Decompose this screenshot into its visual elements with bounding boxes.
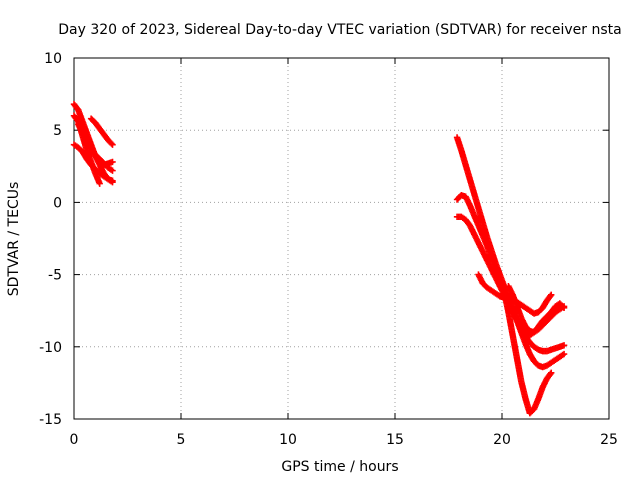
data-point xyxy=(109,167,116,174)
series-sat-c xyxy=(70,141,116,184)
data-point xyxy=(96,180,103,187)
data-point xyxy=(547,370,554,378)
y-axis-label: SDTVAR / TECUs xyxy=(6,182,22,297)
x-tick-label: 10 xyxy=(279,432,297,448)
data-point xyxy=(547,292,554,300)
grid xyxy=(74,58,609,419)
chart-title: Day 320 of 2023, Sidereal Day-to-day VTE… xyxy=(58,22,621,38)
y-tick-label: -5 xyxy=(48,268,62,284)
y-tick-label: 5 xyxy=(53,123,62,139)
y-tick-label: -10 xyxy=(39,340,62,356)
x-tick-label: 15 xyxy=(386,432,404,448)
data-point xyxy=(548,369,555,376)
data-point xyxy=(560,303,568,310)
data-point xyxy=(548,291,555,299)
data-point xyxy=(109,177,116,184)
data-point xyxy=(109,141,116,148)
x-axis-label: GPS time / hours xyxy=(281,459,398,475)
series-sat-f xyxy=(83,134,116,169)
series-sat-e xyxy=(87,115,116,148)
y-tick-label: -15 xyxy=(39,412,62,428)
y-tick-label: 10 xyxy=(44,51,62,67)
x-tick-label: 0 xyxy=(70,432,79,448)
data-point xyxy=(560,350,568,358)
y-tick-label: 0 xyxy=(53,195,62,211)
plot-frame xyxy=(73,57,610,420)
x-tick-label: 5 xyxy=(177,432,186,448)
x-tick-label: 25 xyxy=(600,432,618,448)
series-sat-l xyxy=(505,282,568,336)
data-point xyxy=(108,140,115,147)
series-sat-k xyxy=(500,288,555,417)
x-tick-label: 20 xyxy=(493,432,511,448)
data-points xyxy=(70,101,568,417)
axis-ticks: 0 5 10 15 20 25 -15 -10 -5 0 5 10 xyxy=(39,51,618,448)
data-point xyxy=(560,342,568,349)
data-point xyxy=(109,158,116,166)
series-sat-i xyxy=(453,213,568,339)
